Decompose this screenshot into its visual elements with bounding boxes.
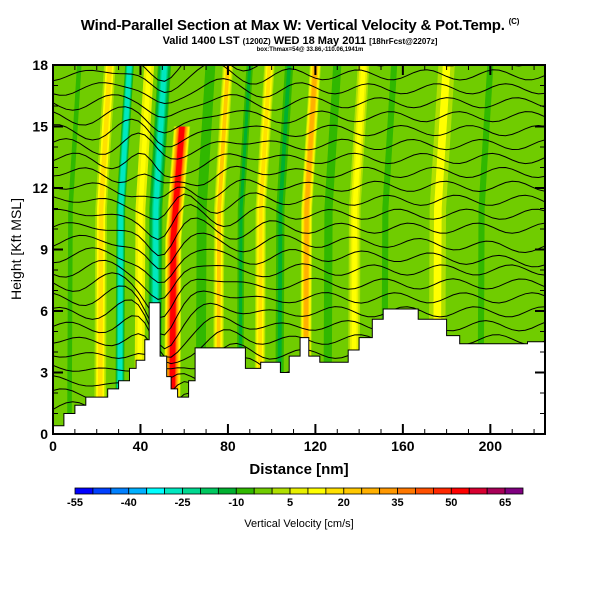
colorbar-segment [74, 487, 94, 495]
w-band [216, 65, 230, 434]
w-band [137, 65, 152, 434]
theta-contour [53, 165, 545, 187]
x-tick-label: 0 [49, 438, 57, 454]
w-band [67, 65, 82, 434]
colorbar-segment [486, 487, 506, 495]
y-tick-label: 15 [32, 119, 48, 135]
colorbar-segment [92, 487, 112, 495]
colorbar-segment [253, 487, 273, 495]
theta-contour [53, 203, 545, 241]
w-band [257, 65, 272, 434]
colorbar-segment [271, 487, 291, 495]
theta-contour [53, 118, 545, 148]
theta-contour [53, 178, 545, 200]
x-axis-label: Distance [nm] [249, 461, 348, 478]
theta-contour [53, 232, 545, 270]
valid-date: WED 18 May 2011 [273, 35, 367, 47]
colorbar-segment [397, 487, 416, 495]
colorbar-segment [343, 487, 363, 495]
colorbar-segment [217, 487, 237, 495]
colorbar-tick-label: -10 [228, 497, 244, 509]
w-band [351, 65, 366, 434]
theta-contour [53, 259, 545, 300]
box-info-line: box:Thmax=54@ 33.86,-110.06,1941m [256, 47, 364, 53]
y-tick-label: 9 [40, 242, 48, 258]
theta-contour [53, 299, 545, 350]
colorbar-segment [289, 487, 309, 495]
colorbar-tick-label: 65 [499, 497, 511, 509]
valid-time: Valid 1400 LST [162, 35, 240, 47]
y-axis-label: Height [Kft MSL] [8, 198, 24, 300]
theta-contour [53, 78, 545, 105]
colorbar-segment [200, 487, 219, 495]
theta-contour [53, 94, 545, 118]
colorbar: -55 -40 -25 -10 5 20 35 50 65 [67, 487, 524, 509]
colorbar-segment [325, 487, 345, 495]
colorbar-segment [164, 487, 183, 495]
colorbar-segment [415, 487, 434, 495]
valid-utc: (1200Z) [242, 37, 271, 46]
forecast-label: [18hrFcst@2207z] [369, 37, 438, 46]
y-tick-label: 18 [32, 57, 48, 73]
theta-contour [53, 192, 545, 221]
chart-subtitle: Valid 1400 LST (1200Z) WED 18 May 2011 [… [0, 35, 600, 47]
y-tick-label: 3 [40, 365, 48, 381]
colorbar-segment [379, 487, 398, 495]
colorbar-tick-label: 20 [338, 497, 350, 509]
y-tick-label: 12 [32, 180, 48, 196]
colorbar-segment [110, 487, 130, 495]
colorbar-tick-label: 50 [445, 497, 457, 509]
colorbar-segment [504, 487, 524, 495]
colorbar-tick-label: 5 [287, 497, 293, 509]
theta-contour [53, 285, 545, 336]
w-band [277, 65, 292, 434]
x-tick-label: 40 [133, 438, 149, 454]
x-tick-label: 200 [479, 438, 503, 454]
colorbar-segment [307, 487, 327, 495]
colorbar-label: Vertical Velocity [cm/s] [244, 518, 353, 530]
y-axis: 0 3 6 9 12 15 18 [32, 57, 48, 442]
colorbar-segment [182, 487, 201, 495]
x-tick-label: 160 [391, 438, 415, 454]
theta-contour [53, 315, 545, 358]
theta-contour [53, 152, 545, 178]
x-axis: 0 40 80 120 160 200 [49, 438, 502, 454]
colorbar-segment [128, 487, 148, 495]
theta-contour [53, 132, 545, 160]
colorbar-segment [468, 487, 488, 495]
colorbar-segment [432, 487, 452, 495]
y-tick-label: 0 [40, 426, 48, 442]
axis-ticks [52, 64, 545, 435]
colorbar-segment [235, 487, 255, 495]
theta-contour [53, 217, 545, 257]
colorbar-segment [450, 487, 470, 495]
colorbar-segment [146, 487, 165, 495]
w-band [97, 65, 113, 434]
w-band [238, 65, 252, 434]
theta-contour [53, 247, 545, 284]
theta-contour [53, 106, 545, 134]
colorbar-tick-label: -55 [67, 497, 83, 509]
terrain [53, 302, 545, 434]
w-band [169, 126, 185, 434]
w-band [325, 65, 340, 434]
title-text: Wind-Parallel Section at Max W: Vertical… [80, 17, 505, 34]
chart-title: Wind-Parallel Section at Max W: Vertical… [0, 17, 600, 34]
theta-contours [53, 65, 545, 430]
theta-contour [53, 272, 545, 319]
colorbar-tick-label: 35 [391, 497, 403, 509]
x-tick-label: 80 [220, 438, 236, 454]
copyright-mark: (C) [508, 17, 520, 26]
x-tick-label: 120 [304, 438, 328, 454]
theta-contour [53, 65, 545, 94]
colorbar-tick-label: -25 [175, 497, 191, 509]
colorbar-tick-label: -40 [121, 497, 137, 509]
y-tick-label: 6 [40, 303, 48, 319]
colorbar-segment [361, 487, 381, 495]
w-band [198, 65, 213, 434]
w-band [477, 65, 494, 434]
